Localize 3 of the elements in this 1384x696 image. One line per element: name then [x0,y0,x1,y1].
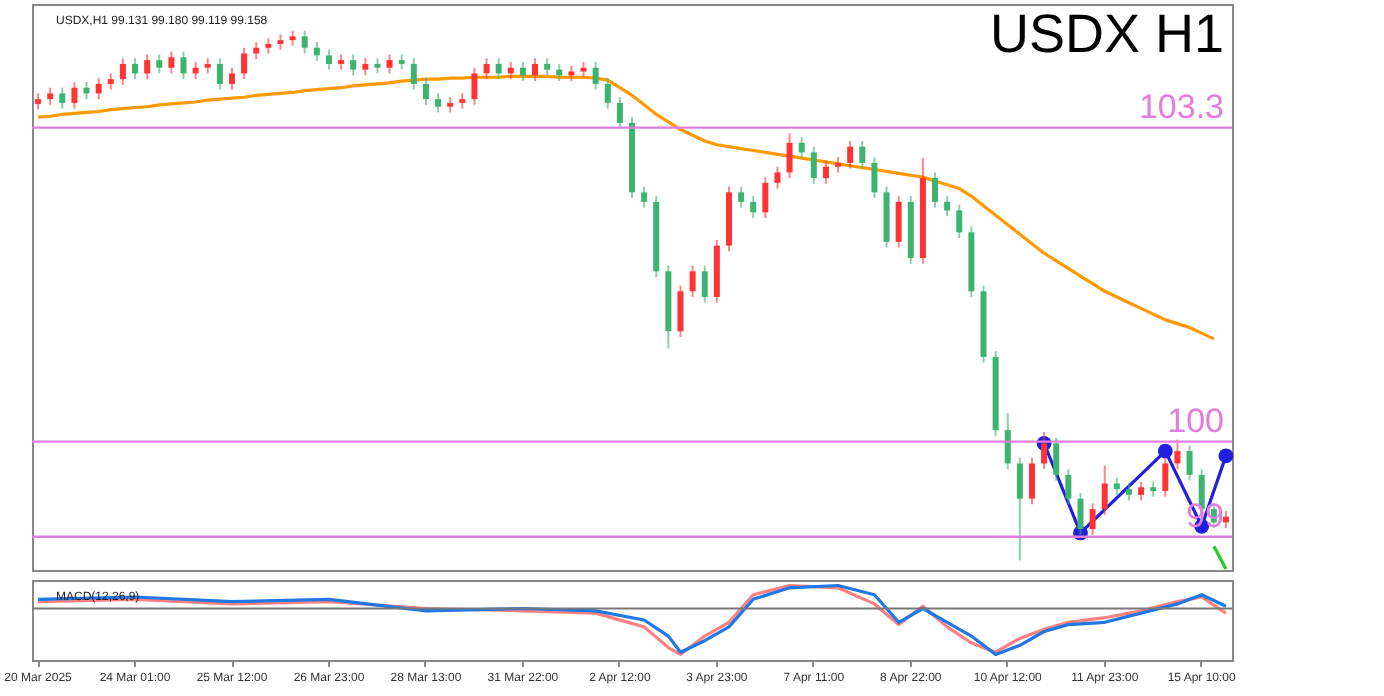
ref-line-label: 100 [1167,401,1224,440]
ref-line-label: 103.3 [1138,87,1224,126]
chart-title: USDX H1 [989,4,1224,64]
